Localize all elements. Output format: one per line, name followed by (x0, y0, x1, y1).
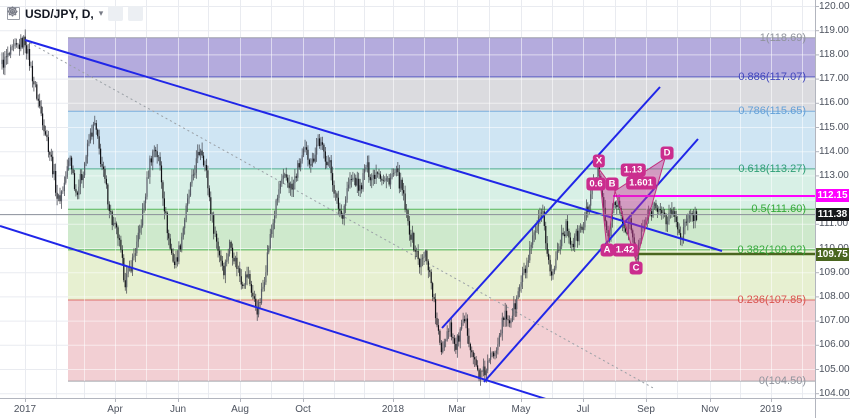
gear-icon (7, 6, 18, 17)
grid-over-bands (68, 37, 815, 382)
fib-retracement-bands[interactable] (68, 37, 815, 382)
trendline-2[interactable] (0, 225, 549, 400)
dashed-trendline[interactable] (29, 42, 656, 390)
series-settings-button[interactable] (7, 6, 144, 21)
fib-band-0.886 (68, 76, 815, 112)
chevron-down-icon[interactable]: ▾ (98, 8, 104, 18)
fib-band-1 (68, 37, 815, 77)
fib-band-0.382 (68, 249, 815, 301)
axis-ticks (25, 6, 819, 402)
hide-series-button[interactable] (8, 6, 124, 21)
symbol-title[interactable]: USD/JPY, D, (25, 6, 94, 21)
trendline-1[interactable] (24, 39, 723, 252)
trendline-4[interactable] (483, 138, 699, 383)
symbol-legend: USD/JPY, D, ▾ (7, 6, 144, 21)
fib-band-0.786 (68, 111, 815, 169)
trendline-3[interactable] (441, 86, 661, 329)
fib-band-0.618 (68, 168, 815, 210)
